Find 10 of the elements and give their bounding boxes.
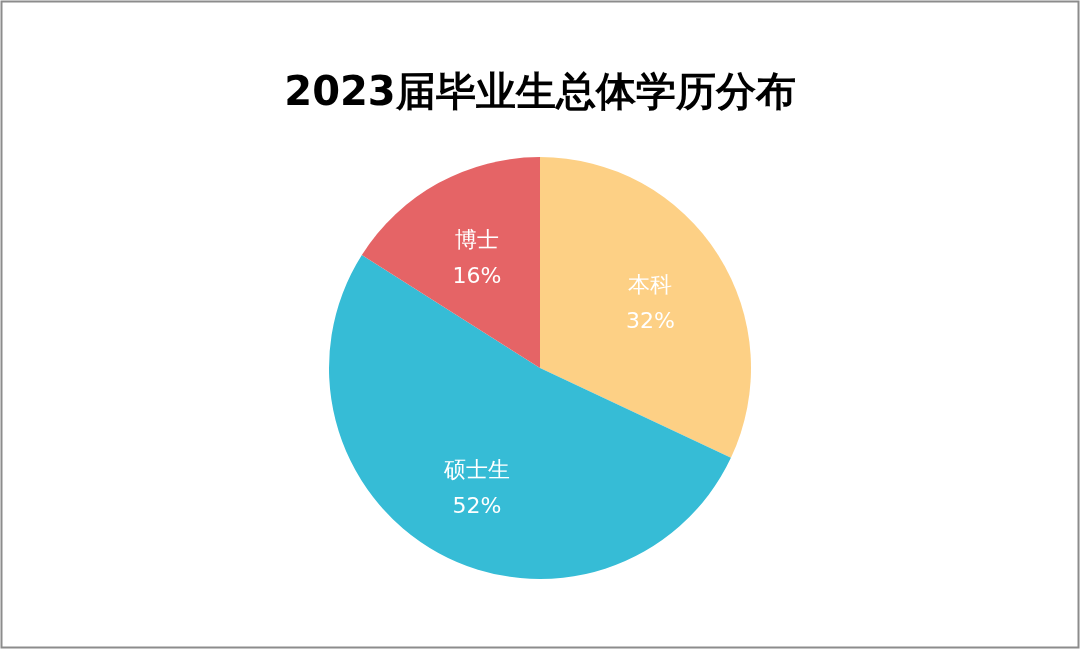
pie-slice xyxy=(361,157,540,368)
pie-slice xyxy=(329,254,731,579)
slice-label: 硕士生 xyxy=(442,456,510,482)
slice-label: 本科 xyxy=(628,271,673,297)
data-label: 52% xyxy=(452,492,502,518)
slice-label: 博士 xyxy=(454,227,499,253)
chart-title: 2023届毕业生总体学历分布 xyxy=(284,68,796,114)
pie-slice xyxy=(540,157,751,458)
data-label: 32% xyxy=(626,307,675,333)
data-label: 16% xyxy=(452,263,502,289)
